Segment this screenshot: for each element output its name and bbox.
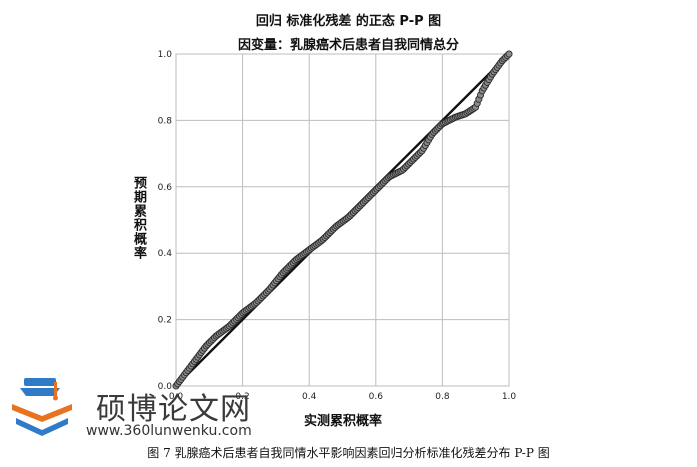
graduation-cap-logo-icon [12,378,72,436]
x-tick-label: 0.4 [302,392,317,402]
x-tick-label: 0.6 [369,392,384,402]
y-tick-label: 1.0 [158,50,173,60]
chart-title: 回归 标准化残差 的正态 P-P 图 [255,14,442,29]
y-tick-label: 0.0 [158,382,173,392]
watermark-site-url: www.360lunwenku.com [86,423,252,439]
y-tick-label: 0.8 [158,116,173,126]
x-tick-label: 1.0 [502,392,517,402]
x-axis-label: 实测累积概率 [304,413,382,429]
y-tick-label: 0.2 [158,316,172,326]
x-tick-label: 0.0 [169,392,184,402]
y-tick-label: 0.4 [158,249,173,259]
watermark-site-name: 硕博论文网 [96,392,251,427]
x-tick-label: 0.8 [435,392,450,402]
x-tick-label: 0.2 [235,392,249,402]
data-point [505,50,513,58]
site-watermark: 硕博论文网 www.360lunwenku.com [10,374,270,444]
chart-subtitle: 因变量：乳腺癌术后患者自我同情总分 [237,38,459,53]
figure-caption: 图 7 乳腺癌术后患者自我同情水平影响因素回归分析标准化残差分布 P-P 图 [147,446,550,460]
y-tick-label: 0.6 [158,183,173,193]
y-axis-label: 预期累积概率 [131,176,146,260]
